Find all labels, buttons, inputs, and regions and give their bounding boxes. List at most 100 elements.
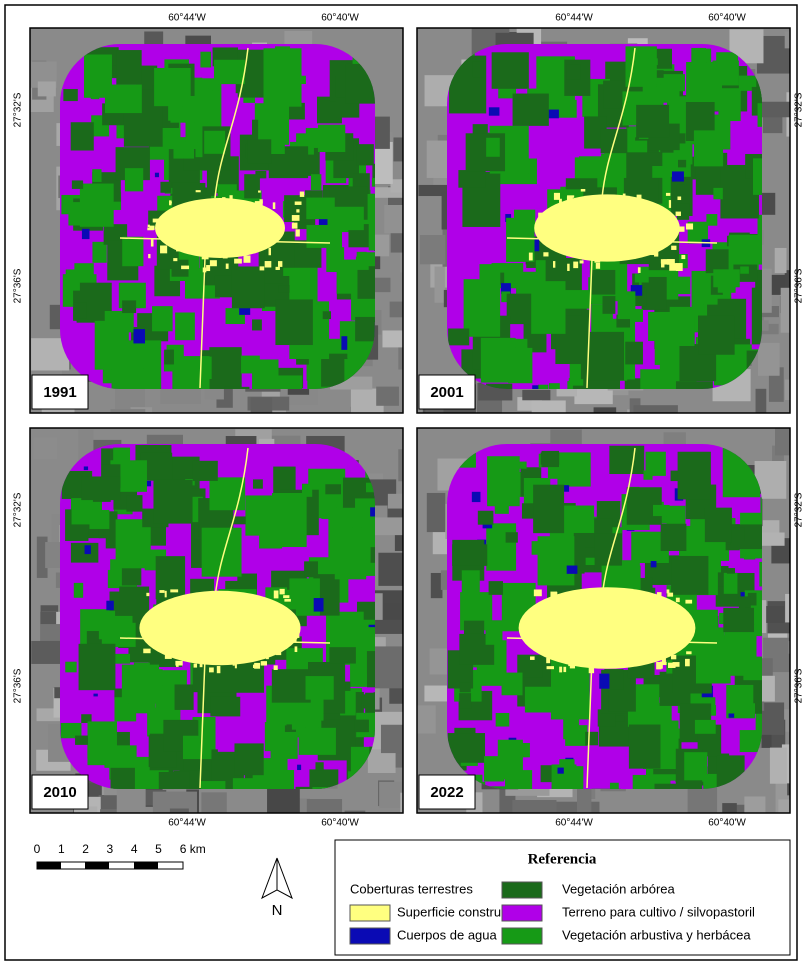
urban-spot (625, 647, 630, 651)
class-patch (208, 79, 219, 91)
urban-spot (206, 632, 212, 637)
class-patch (566, 565, 578, 574)
class-patch (65, 269, 80, 291)
urban-spot (656, 592, 662, 597)
field (768, 367, 784, 402)
field (371, 187, 403, 198)
urban-spot (245, 643, 251, 651)
urban (534, 194, 680, 262)
lat-label: 27°36'S (13, 268, 24, 303)
class-patch (549, 383, 560, 389)
year-label: 1991 (43, 384, 76, 401)
class-patch (669, 306, 695, 346)
field (379, 781, 403, 809)
class-patch (71, 180, 84, 189)
urban-spot (563, 233, 571, 238)
class-patch (73, 302, 87, 319)
class-patch (104, 84, 142, 114)
class-patch (264, 722, 285, 752)
urban-spot (637, 267, 641, 273)
urban-spot (252, 600, 256, 606)
class-patch (174, 684, 194, 710)
urban-spot (652, 204, 659, 213)
urban-spot (556, 210, 559, 215)
urban-spot (623, 203, 631, 209)
map-panel: 2022 60°44'W 60°40'W 27°32'S 27°36'S (416, 427, 802, 829)
class-patch (239, 307, 251, 315)
legend-label: Cuerpos de agua (397, 927, 498, 942)
urban-spot (581, 250, 585, 253)
urban-spot (536, 637, 544, 646)
field (755, 388, 767, 413)
class-patch (110, 766, 135, 789)
urban-spot (600, 647, 603, 654)
class-patch (271, 669, 311, 703)
class-patch (740, 266, 749, 274)
legend-subtitle: Coberturas terrestres (350, 881, 473, 896)
urban-spot (261, 597, 267, 601)
class-patch (677, 276, 691, 295)
urban-spot (568, 614, 575, 622)
class-patch (712, 60, 739, 86)
class-patch (111, 368, 144, 389)
urban-spot (254, 662, 261, 669)
class-patch (693, 130, 724, 167)
urban-spot (284, 598, 291, 602)
urban-spot (172, 601, 181, 607)
scale-seg (37, 862, 61, 869)
lat-label: 27°36'S (794, 268, 802, 303)
urban-spot (569, 664, 576, 669)
field (33, 437, 58, 460)
field (577, 782, 592, 813)
urban-spot (216, 666, 221, 674)
class-patch (372, 163, 375, 185)
class-patch (562, 485, 570, 492)
urban-spot (239, 596, 243, 603)
legend-swatch (501, 927, 543, 945)
class-patch (541, 450, 559, 468)
urban-spot (533, 642, 537, 650)
urban-spot (225, 263, 229, 269)
class-patch (487, 456, 520, 507)
urban-spot (294, 646, 298, 653)
class-patch (255, 170, 267, 179)
urban-spot (215, 592, 219, 601)
urban-spot (661, 260, 665, 268)
lat-label: 27°32'S (794, 92, 802, 127)
urban-spot (199, 615, 205, 620)
urban-spot (594, 260, 601, 263)
class-patch (168, 103, 183, 121)
urban-spot (265, 652, 269, 660)
urban-spot (665, 642, 671, 649)
class-patch (115, 519, 151, 569)
urban-spot (262, 230, 267, 233)
urban-spot (570, 600, 579, 604)
urban-spot (206, 592, 214, 600)
urban-spot (160, 245, 168, 254)
urban (155, 198, 285, 258)
field (387, 493, 403, 509)
urban-spot (242, 600, 245, 608)
urban-spot (209, 260, 217, 267)
urban-spot (666, 589, 670, 594)
urban-spot (239, 227, 243, 232)
urban-spot (686, 651, 692, 655)
class-patch (508, 347, 533, 384)
lat-label: 27°32'S (794, 492, 802, 527)
urban-spot (178, 635, 183, 639)
class-patch (81, 476, 121, 501)
class-patch (723, 572, 738, 594)
legend: Referencia Coberturas terrestres Superfi… (334, 839, 791, 956)
urban-spot (269, 640, 278, 646)
urban-spot (603, 638, 609, 644)
class-patch (691, 47, 707, 66)
urban-spot (593, 591, 600, 595)
classified (447, 444, 762, 789)
class-patch (636, 104, 670, 138)
class-patch (676, 184, 686, 195)
field (378, 552, 403, 586)
urban-spot (636, 194, 642, 201)
urban-spot (585, 634, 592, 639)
urban-spot (209, 620, 214, 626)
class-patch (676, 203, 690, 220)
